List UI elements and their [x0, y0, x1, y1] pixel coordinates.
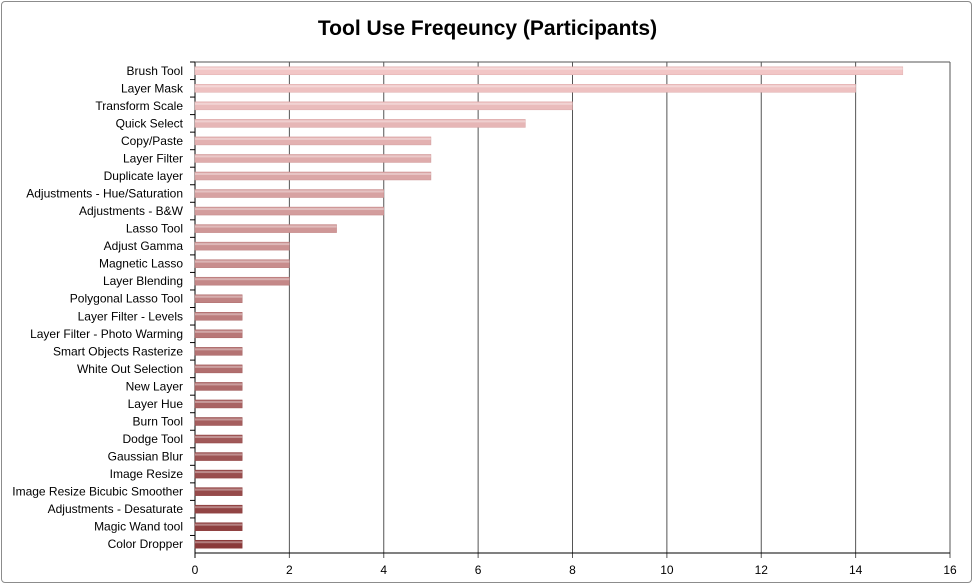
bar-highlight [195, 278, 290, 281]
bar-highlight [195, 313, 243, 316]
bar [194, 136, 432, 146]
bar [194, 119, 526, 128]
category-label: Layer Filter - Photo Warming [30, 327, 183, 341]
bar [194, 84, 856, 93]
category-label: Magic Wand tool [94, 520, 183, 534]
bar [194, 206, 384, 216]
bar [194, 364, 243, 374]
x-tick-label: 2 [286, 563, 293, 577]
x-tick-label: 10 [660, 563, 674, 577]
bar-highlight [195, 120, 526, 123]
x-tick-label: 4 [380, 563, 387, 577]
bar [194, 294, 243, 303]
category-label: Layer Blending [103, 274, 183, 288]
bar-highlight [195, 453, 243, 456]
bar-highlight [195, 208, 384, 211]
category-label: Image Resize Bicubic Smoother [12, 485, 183, 499]
category-label: Adjustments - B&W [79, 204, 184, 218]
category-label: Layer Filter [123, 151, 183, 165]
bar-highlight [195, 471, 243, 474]
x-tick-label: 6 [475, 563, 482, 577]
bar-highlight [195, 102, 573, 105]
bar-highlight [195, 506, 243, 509]
category-label: Burn Tool [133, 414, 183, 428]
bar [194, 452, 243, 461]
bar [194, 539, 243, 549]
category-label: Quick Select [116, 116, 184, 130]
bar-highlight [195, 67, 903, 70]
chart-title: Tool Use Freqeuncy (Participants) [317, 17, 658, 40]
bar [194, 504, 243, 514]
bar [194, 399, 243, 409]
bar-highlight [195, 172, 431, 175]
x-tick-label: 12 [755, 563, 769, 577]
bar-highlight [195, 225, 337, 228]
bar-highlight [195, 155, 431, 158]
category-label: Adjustments - Desaturate [48, 502, 184, 516]
bar [194, 66, 904, 76]
bar-highlight [195, 418, 243, 421]
bar [194, 224, 337, 233]
category-label: New Layer [126, 379, 183, 393]
category-label: Layer Mask [121, 81, 184, 95]
category-label: Polygonal Lasso Tool [70, 292, 183, 306]
bar [194, 329, 243, 339]
bar [194, 101, 573, 111]
category-label: Layer Hue [128, 397, 184, 411]
bar-highlight [195, 348, 243, 351]
bar [194, 417, 243, 426]
category-label: White Out Selection [77, 362, 183, 376]
bar-highlight [195, 488, 243, 491]
bar [194, 312, 243, 321]
bar [194, 276, 290, 286]
category-label: Copy/Paste [121, 134, 183, 148]
bar [194, 434, 243, 444]
bar [194, 171, 432, 181]
bar-highlight [195, 137, 431, 140]
bar [194, 382, 243, 391]
x-tick-label: 14 [849, 563, 863, 577]
category-label: Duplicate layer [104, 169, 183, 183]
bar-highlight [195, 295, 243, 298]
category-label: Transform Scale [95, 99, 183, 113]
category-label: Color Dropper [108, 537, 183, 551]
category-label: Smart Objects Rasterize [53, 344, 183, 358]
x-tick-label: 8 [569, 563, 576, 577]
bar [194, 522, 243, 531]
bar-highlight [195, 190, 384, 193]
category-label: Brush Tool [127, 64, 183, 78]
bar-highlight [195, 436, 243, 439]
bar [194, 259, 290, 268]
bar [194, 469, 243, 479]
category-label: Gaussian Blur [108, 450, 183, 464]
bar [194, 189, 384, 198]
bar [194, 487, 243, 496]
bar [194, 154, 432, 163]
bar-highlight [195, 243, 290, 246]
bar-highlight [195, 383, 243, 386]
bar-highlight [195, 260, 290, 263]
bar [194, 347, 243, 356]
bar [194, 241, 290, 251]
category-label: Magnetic Lasso [99, 257, 183, 271]
x-tick-label: 16 [943, 563, 957, 577]
bar-highlight [195, 330, 243, 333]
category-label: Layer Filter - Levels [78, 309, 183, 323]
bar-highlight [195, 541, 243, 544]
bar-highlight [195, 523, 243, 526]
category-label: Image Resize [110, 467, 184, 481]
category-label: Dodge Tool [123, 432, 184, 446]
category-label: Adjustments - Hue/Saturation [26, 187, 183, 201]
category-label: Adjust Gamma [104, 239, 184, 253]
category-label: Lasso Tool [126, 222, 183, 236]
x-tick-label: 0 [192, 563, 199, 577]
bar-highlight [195, 400, 243, 403]
bar-highlight [195, 85, 856, 88]
bar-highlight [195, 365, 243, 368]
